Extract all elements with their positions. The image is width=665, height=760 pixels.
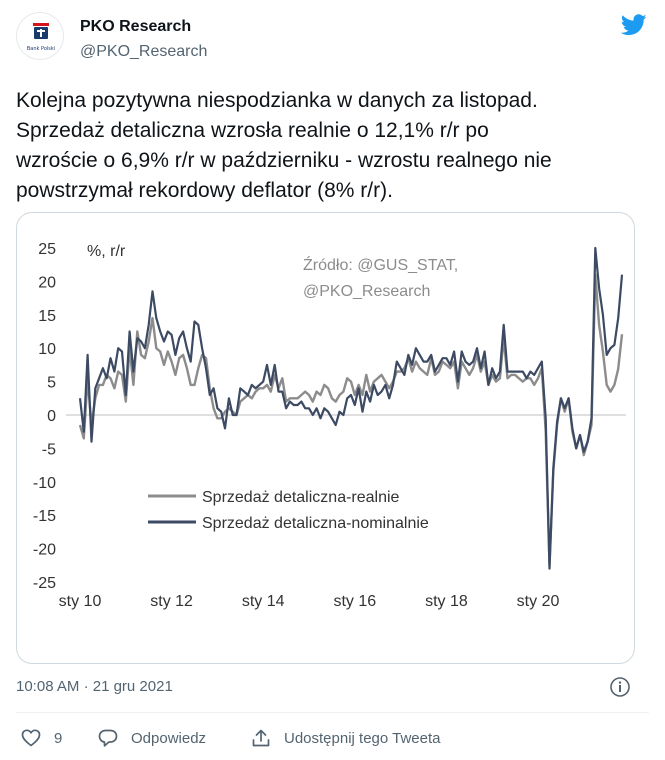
share-icon — [252, 729, 270, 747]
series-line — [78, 246, 624, 570]
tweet-timestamp[interactable]: 10:08 AM · 21 gru 2021 — [16, 678, 173, 695]
x-tick-label: sty 10 — [59, 593, 102, 610]
tweet-text-line: wzroście o 6,9% r/r w październiku - wzr… — [16, 149, 552, 172]
tweet-text: Kolejna pozytywna niespodzianka w danych… — [16, 86, 641, 206]
tweet-text-line: Kolejna pozytywna niespodzianka w danych… — [16, 89, 538, 112]
y-tick-label: -15 — [33, 508, 56, 525]
y-tick-label: 25 — [38, 241, 56, 258]
divider — [16, 712, 649, 713]
x-tick-label: sty 16 — [333, 593, 376, 610]
series-line — [78, 273, 624, 567]
timestamp-separator: · — [83, 678, 89, 695]
source-annotation: @PKO_Research — [303, 283, 430, 300]
tweet-date[interactable]: 21 gru 2021 — [92, 678, 173, 695]
heart-icon — [21, 729, 41, 747]
share-button[interactable]: Udostępnij tego Tweeta — [250, 725, 441, 751]
source-annotation: Źródło: @GUS_STAT, — [303, 255, 458, 274]
y-tick-label: 20 — [38, 274, 56, 291]
x-tick-label: sty 14 — [242, 593, 285, 610]
avatar[interactable]: Bank Polski — [16, 12, 64, 60]
x-axis-ticks: sty 10 sty 12 sty 14 sty 16 sty 18 sty 20 — [59, 593, 560, 610]
y-tick-label: 0 — [47, 408, 56, 425]
y-tick-label: 15 — [38, 308, 56, 325]
chart-series — [78, 246, 624, 570]
y-tick-label: -20 — [33, 542, 56, 559]
author-handle[interactable]: @PKO_Research — [80, 43, 208, 60]
y-tick-label: 10 — [38, 341, 56, 358]
y-axis-ticks: 25 20 15 10 5 0 -5 -10 -15 -20 -25 — [33, 241, 56, 592]
info-icon[interactable] — [609, 676, 631, 698]
tweet-time[interactable]: 10:08 AM — [16, 678, 80, 695]
twitter-bird-icon[interactable] — [621, 14, 647, 36]
y-tick-label: 5 — [47, 375, 56, 392]
author-name[interactable]: PKO Research — [80, 18, 192, 35]
tweet-actions: 9 Odpowiedz Udostępnij tego Tweeta — [16, 725, 649, 751]
like-count: 9 — [54, 729, 63, 747]
legend-label: Sprzedaż detaliczna-realnie — [202, 489, 400, 506]
x-tick-label: sty 20 — [517, 593, 560, 610]
y-tick-label: -25 — [33, 575, 56, 592]
tweet-text-line: powstrzymał rekordowy deflator (8% r/r). — [16, 179, 393, 202]
legend-label: Sprzedaż detaliczna-nominalnie — [202, 515, 429, 532]
y-tick-label: -10 — [33, 475, 56, 492]
x-tick-label: sty 18 — [425, 593, 468, 610]
reply-label: Odpowiedz — [131, 729, 207, 747]
reply-bubble-icon — [98, 729, 118, 747]
tweet-text-line: Sprzedaż detaliczna wzrosła realnie o 12… — [16, 119, 489, 142]
pko-logo-icon — [33, 23, 49, 39]
chart-legend: Sprzedaż detaliczna-realnie Sprzedaż deta… — [148, 489, 429, 532]
reply-button[interactable]: Odpowiedz — [97, 725, 206, 751]
share-label: Udostępnij tego Tweeta — [284, 729, 441, 747]
y-tick-label: -5 — [42, 441, 56, 458]
like-button[interactable]: 9 — [20, 725, 62, 751]
tweet-media-card[interactable]: 25 20 15 10 5 0 -5 -10 -15 -20 -25 sty 10 sty 12 sty… — [16, 212, 635, 664]
tweet-header: Bank Polski PKO Research @PKO_Research — [16, 12, 649, 76]
x-tick-label: sty 12 — [150, 593, 193, 610]
avatar-bank-text: Bank Polski — [26, 46, 56, 52]
y-axis-label: %, r/r — [87, 243, 126, 260]
